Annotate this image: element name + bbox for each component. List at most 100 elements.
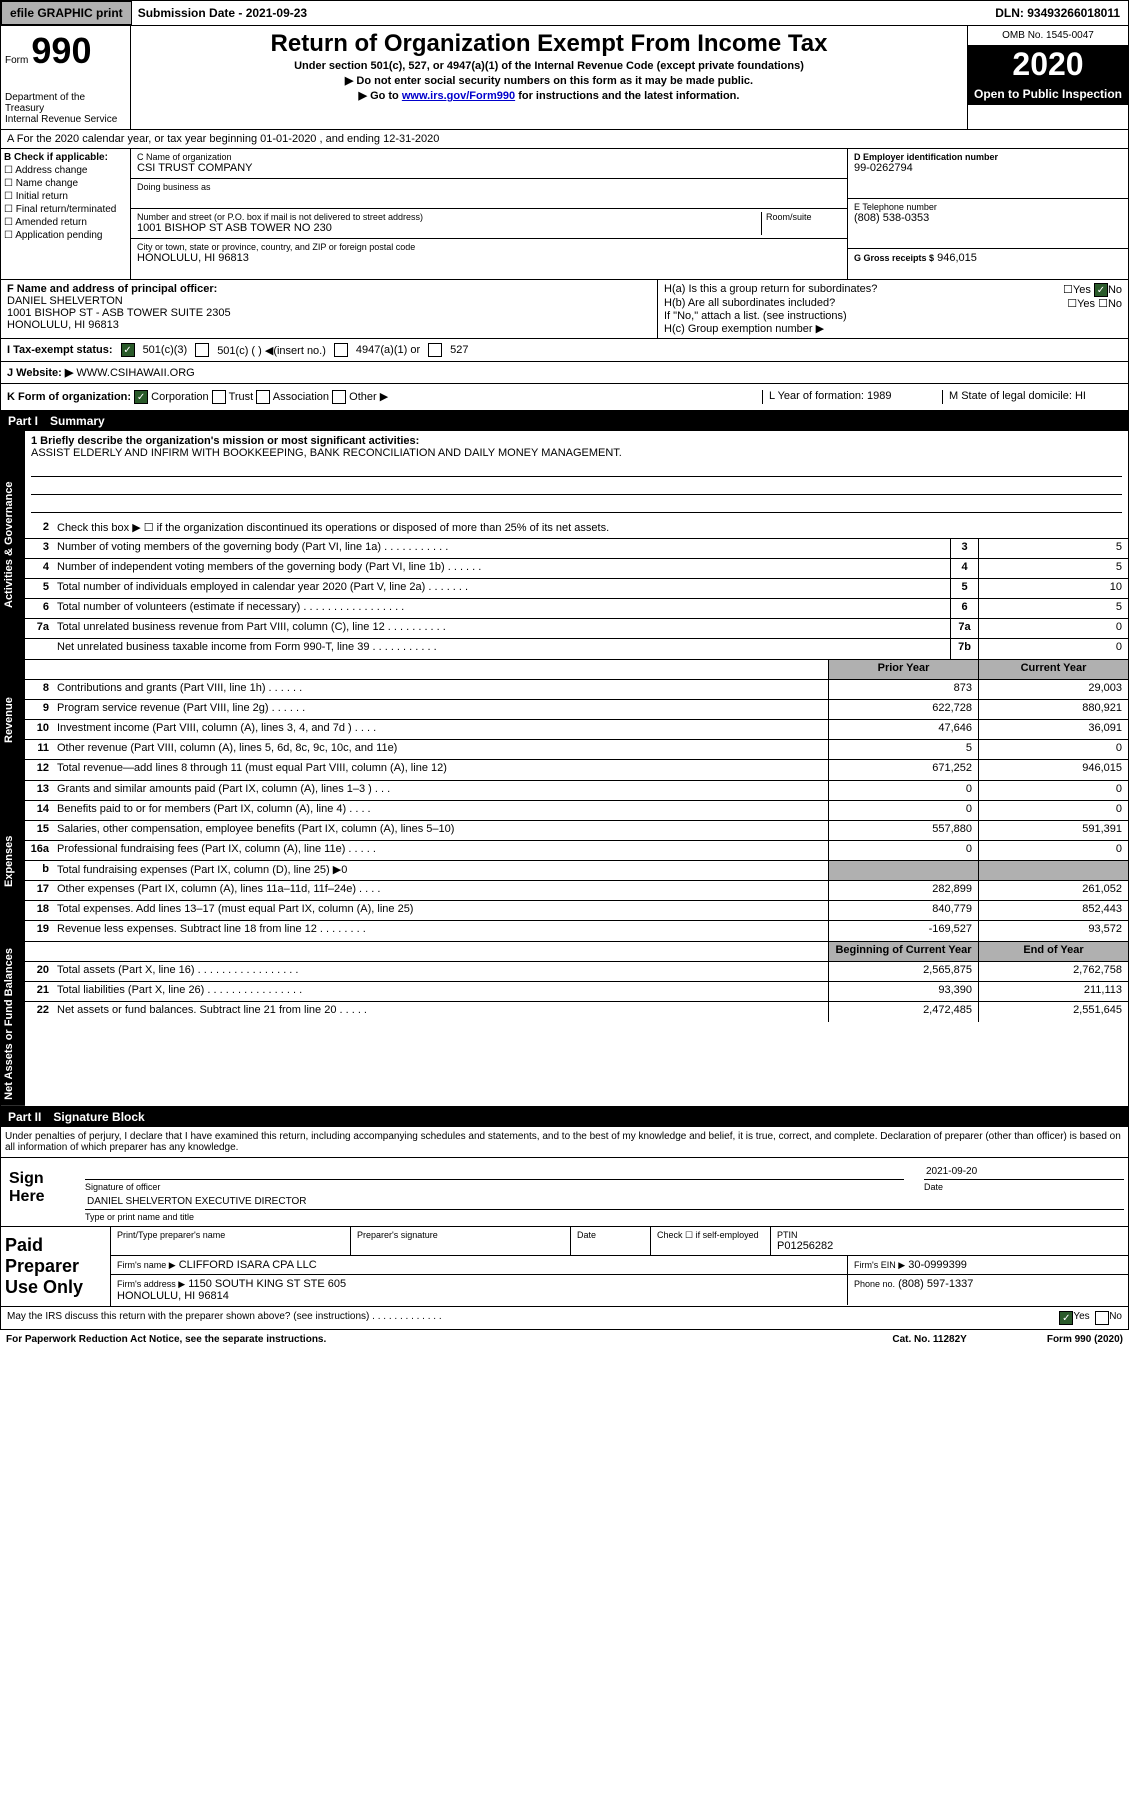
firm-addr1: 1150 SOUTH KING ST STE 605 (188, 1278, 346, 1290)
officer-label: F Name and address of principal officer: (7, 283, 651, 295)
py-20: 2,565,875 (828, 962, 978, 981)
sign-here-label: Sign Here (5, 1162, 85, 1222)
year-formation: L Year of formation: 1989 (762, 390, 942, 404)
line-2: Check this box ▶ ☐ if the organization d… (53, 519, 1128, 538)
room-label: Room/suite (766, 212, 841, 222)
val-5: 10 (978, 579, 1128, 598)
row-a-tax-year: A For the 2020 calendar year, or tax yea… (0, 130, 1129, 149)
row-k-org-form: K Form of organization: ✓ Corporation Tr… (0, 384, 1129, 411)
form-header: Form 990 Department of the Treasury Inte… (0, 26, 1129, 130)
py-22: 2,472,485 (828, 1002, 978, 1022)
val-3: 5 (978, 539, 1128, 558)
hb-label: H(b) Are all subordinates included? (664, 297, 835, 310)
cat-no: Cat. No. 11282Y (892, 1334, 966, 1345)
py-10: 47,646 (828, 720, 978, 739)
eoy-hdr: End of Year (978, 942, 1128, 961)
officer-name-title: DANIEL SHELVERTON EXECUTIVE DIRECTOR (85, 1194, 1124, 1210)
cb-501c3: ✓ (121, 343, 135, 357)
py-16a: 0 (828, 841, 978, 860)
officer-addr1: 1001 BISHOP ST - ASB TOWER SUITE 2305 (7, 307, 651, 319)
cb-4947[interactable] (334, 343, 348, 357)
line-8: Contributions and grants (Part VIII, lin… (53, 680, 828, 699)
current-year-hdr: Current Year (978, 660, 1128, 679)
irs-label: Internal Revenue Service (5, 114, 126, 125)
form-subtitle-3: ▶ Go to www.irs.gov/Form990 for instruct… (135, 89, 963, 102)
efile-button[interactable]: efile GRAPHIC print (1, 1, 132, 25)
line-10: Investment income (Part VIII, column (A)… (53, 720, 828, 739)
val-6: 5 (978, 599, 1128, 618)
sign-here-block: Sign Here Signature of officer 2021-09-2… (0, 1158, 1129, 1227)
py-15: 557,880 (828, 821, 978, 840)
dept-treasury: Department of the Treasury (5, 92, 126, 114)
cy-10: 36,091 (978, 720, 1128, 739)
tax-status-label: I Tax-exempt status: (7, 344, 113, 356)
cb-other[interactable] (332, 390, 346, 404)
cb-initial-return[interactable]: ☐ Initial return (4, 191, 127, 202)
hb-note: If "No," attach a list. (see instruction… (664, 310, 1122, 322)
cy-20: 2,762,758 (978, 962, 1128, 981)
gross-label: G Gross receipts $ (854, 253, 934, 263)
form-word: Form (5, 55, 28, 66)
line-18: Total expenses. Add lines 13–17 (must eq… (53, 901, 828, 920)
line-7a: Total unrelated business revenue from Pa… (53, 619, 950, 638)
org-name: CSI TRUST COMPANY (137, 162, 841, 174)
main-info-grid: B Check if applicable: ☐ Address change … (0, 149, 1129, 280)
section-netassets: Net Assets or Fund Balances Beginning of… (0, 942, 1129, 1107)
line-20: Total assets (Part X, line 16) . . . . .… (53, 962, 828, 981)
py-13: 0 (828, 781, 978, 800)
cb-assoc[interactable] (256, 390, 270, 404)
cb-501c[interactable] (195, 343, 209, 357)
firm-addr2: HONOLULU, HI 96814 (117, 1290, 229, 1302)
submission-date: Submission Date - 2021-09-23 (132, 6, 313, 20)
street-address: 1001 BISHOP ST ASB TOWER NO 230 (137, 222, 761, 234)
line-19: Revenue less expenses. Subtract line 18 … (53, 921, 828, 941)
instructions-link[interactable]: www.irs.gov/Form990 (402, 90, 515, 102)
line-9: Program service revenue (Part VIII, line… (53, 700, 828, 719)
hc-label: H(c) Group exemption number ▶ (664, 322, 1122, 335)
part-1-header: Part ISummary (0, 411, 1129, 431)
omb-number: OMB No. 1545-0047 (968, 26, 1128, 46)
py-17: 282,899 (828, 881, 978, 900)
sig-date-label: Date (924, 1182, 1124, 1192)
side-revenue: Revenue (1, 660, 25, 780)
form-990-label: Form 990 (2020) (1047, 1334, 1123, 1345)
dba-label: Doing business as (137, 182, 841, 192)
py-b (828, 861, 978, 880)
py-14: 0 (828, 801, 978, 820)
paid-preparer-label: Paid Preparer Use Only (1, 1227, 111, 1306)
form-subtitle-1: Under section 501(c), 527, or 4947(a)(1)… (135, 60, 963, 72)
cb-address-change[interactable]: ☐ Address change (4, 165, 127, 176)
cb-trust[interactable] (212, 390, 226, 404)
cy-16a: 0 (978, 841, 1128, 860)
discuss-no[interactable] (1095, 1311, 1109, 1325)
cy-9: 880,921 (978, 700, 1128, 719)
mission-text: ASSIST ELDERLY AND INFIRM WITH BOOKKEEPI… (31, 447, 1122, 459)
cy-19: 93,572 (978, 921, 1128, 941)
line-21: Total liabilities (Part X, line 26) . . … (53, 982, 828, 1001)
val-4: 5 (978, 559, 1128, 578)
cb-final-return[interactable]: ☐ Final return/terminated (4, 204, 127, 215)
row-j-website: J Website: ▶ WWW.CSIHAWAII.ORG (0, 362, 1129, 384)
city-label: City or town, state or province, country… (137, 242, 841, 252)
firm-phone: (808) 597-1337 (898, 1278, 973, 1290)
discuss-yes: ✓ (1059, 1311, 1073, 1325)
paid-preparer-block: Paid Preparer Use Only Print/Type prepar… (0, 1227, 1129, 1307)
cb-pending[interactable]: ☐ Application pending (4, 230, 127, 241)
cb-name-change[interactable]: ☐ Name change (4, 178, 127, 189)
tel-label: E Telephone number (854, 202, 1122, 212)
org-name-label: C Name of organization (137, 152, 841, 162)
cy-14: 0 (978, 801, 1128, 820)
cy-12: 946,015 (978, 760, 1128, 780)
cb-amended[interactable]: ☐ Amended return (4, 217, 127, 228)
line-11: Other revenue (Part VIII, column (A), li… (53, 740, 828, 759)
footer: For Paperwork Reduction Act Notice, see … (0, 1330, 1129, 1349)
cy-21: 211,113 (978, 982, 1128, 1001)
py-9: 622,728 (828, 700, 978, 719)
form-number: 990 (31, 30, 91, 71)
cy-15: 591,391 (978, 821, 1128, 840)
ptin: P01256282 (777, 1240, 1122, 1252)
line-b: Total fundraising expenses (Part IX, col… (53, 861, 828, 880)
cb-527[interactable] (428, 343, 442, 357)
prior-year-hdr: Prior Year (828, 660, 978, 679)
section-revenue: Revenue Prior Year Current Year 8Contrib… (0, 660, 1129, 781)
